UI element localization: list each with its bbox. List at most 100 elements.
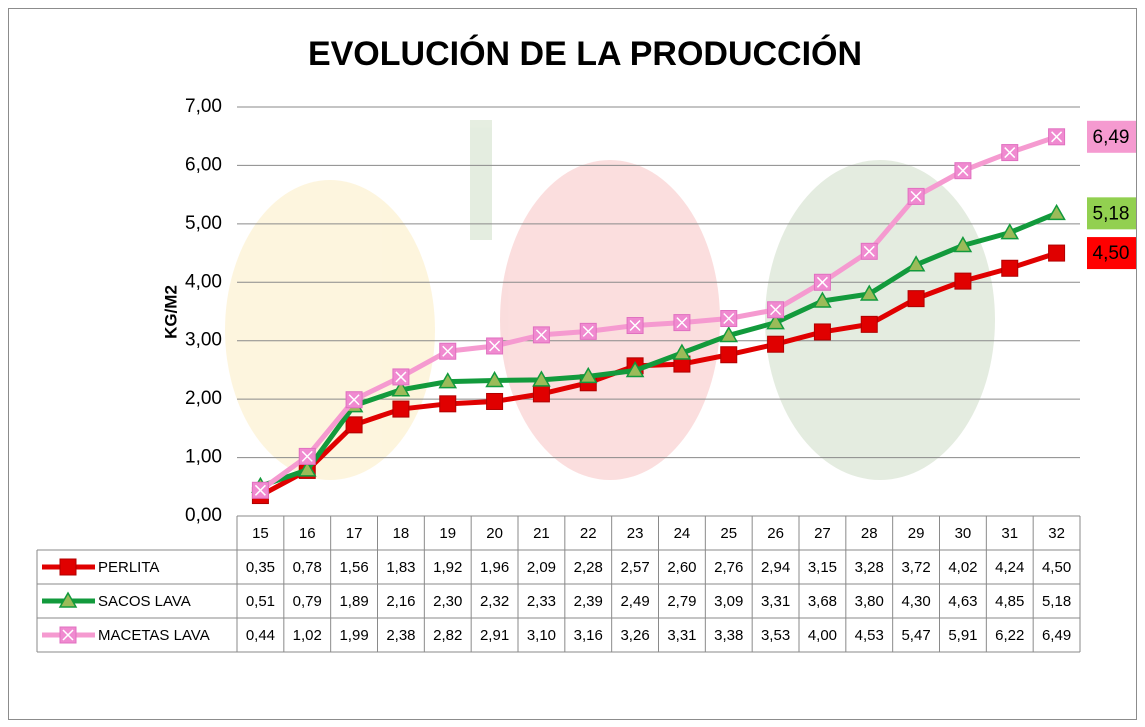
table-value: 2,32 <box>480 593 509 610</box>
marker-cross <box>62 629 74 641</box>
table-value: 2,94 <box>761 559 790 576</box>
data-point <box>391 380 411 397</box>
data-point <box>906 255 926 272</box>
table-value: 2,09 <box>527 559 556 576</box>
table-value: 1,92 <box>433 559 462 576</box>
table-value: 2,49 <box>620 593 649 610</box>
marker-cross <box>723 312 735 325</box>
marker-cross <box>1004 147 1016 159</box>
table-value: 6,22 <box>995 627 1024 644</box>
data-point <box>719 325 739 343</box>
x-tick-label: 22 <box>580 525 597 542</box>
table-value: 1,89 <box>339 593 368 610</box>
x-tick-label: 17 <box>346 525 363 542</box>
data-point <box>485 370 504 388</box>
table-value: 6,49 <box>1042 627 1071 644</box>
y-tick-label: 2,00 <box>185 388 222 409</box>
series-line <box>259 211 1058 489</box>
table-value: 4,02 <box>948 559 977 576</box>
x-tick-label: 28 <box>861 525 878 542</box>
marker-cross <box>582 325 594 337</box>
end-label: 6,49 <box>1093 127 1130 148</box>
data-point <box>1047 203 1066 221</box>
data-point <box>954 272 972 290</box>
chart-title: EVOLUCIÓN DE LA PRODUCCIÓN <box>308 35 862 73</box>
table-value: 3,26 <box>620 627 649 644</box>
marker-cross <box>816 276 828 288</box>
table-value: 4,53 <box>855 627 884 644</box>
marker-cross <box>395 371 407 383</box>
legend-marker <box>58 591 78 608</box>
table-value: 5,18 <box>1042 593 1071 610</box>
x-tick-label: 29 <box>908 525 925 542</box>
table-value: 1,96 <box>480 559 509 576</box>
x-tick-label: 16 <box>299 525 316 542</box>
table-value: 2,57 <box>620 559 649 576</box>
table-value: 3,68 <box>808 593 837 610</box>
data-point <box>766 313 785 330</box>
table-value: 2,33 <box>527 593 556 610</box>
data-point <box>486 392 504 410</box>
table-value: 2,38 <box>386 627 415 644</box>
table-value: 2,28 <box>574 559 603 576</box>
table-value: 4,24 <box>995 559 1024 576</box>
y-tick-label: 5,00 <box>185 213 222 234</box>
legend-label: PERLITA <box>98 559 159 576</box>
table-value: 0,44 <box>246 627 275 644</box>
data-point <box>438 372 458 389</box>
x-tick-label: 30 <box>955 525 972 542</box>
table-value: 2,76 <box>714 559 743 576</box>
table-value: 2,60 <box>667 559 696 576</box>
table-value: 3,28 <box>855 559 884 576</box>
marker-cross <box>910 190 922 202</box>
table-value: 0,79 <box>293 593 322 610</box>
y-tick-label: 6,00 <box>185 154 222 175</box>
data-point <box>345 416 363 434</box>
marker-cross <box>1051 131 1063 143</box>
x-tick-label: 24 <box>674 525 691 542</box>
data-point <box>297 460 317 477</box>
x-tick-label: 21 <box>533 525 550 542</box>
table-value: 4,30 <box>901 593 930 610</box>
table-value: 3,16 <box>574 627 603 644</box>
y-tick-label: 7,00 <box>185 96 222 117</box>
data-point <box>813 323 831 341</box>
table-value: 0,78 <box>293 559 322 576</box>
table-value: 3,09 <box>714 593 743 610</box>
legend-marker <box>59 558 77 576</box>
marker-cross <box>676 317 688 329</box>
x-tick-label: 23 <box>627 525 644 542</box>
table-value: 1,99 <box>339 627 368 644</box>
y-tick-label: 0,00 <box>185 505 222 526</box>
y-tick-label: 1,00 <box>185 447 222 468</box>
data-point <box>859 284 879 301</box>
marker-cross <box>770 304 782 316</box>
data-point <box>953 235 973 253</box>
marker-cross <box>489 340 501 352</box>
table-value: 2,79 <box>667 593 696 610</box>
data-point <box>672 343 692 360</box>
table-value: 4,00 <box>808 627 837 644</box>
table-value: 4,50 <box>1042 559 1071 576</box>
marker-cross <box>301 450 313 462</box>
end-label-box <box>1087 237 1136 270</box>
end-label: 5,18 <box>1093 203 1130 224</box>
marker-cross <box>348 394 360 406</box>
table-value: 3,72 <box>901 559 930 576</box>
data-point <box>532 370 551 387</box>
table-value: 3,10 <box>527 627 556 644</box>
x-tick-label: 32 <box>1048 525 1065 542</box>
table-value: 3,38 <box>714 627 743 644</box>
table-value: 3,80 <box>855 593 884 610</box>
table-value: 5,91 <box>948 627 977 644</box>
x-tick-label: 20 <box>486 525 503 542</box>
table-value: 3,15 <box>808 559 837 576</box>
data-point <box>1000 223 1020 240</box>
x-tick-label: 19 <box>439 525 456 542</box>
table-value: 4,85 <box>995 593 1024 610</box>
table-value: 2,82 <box>433 627 462 644</box>
data-point <box>392 400 410 418</box>
x-tick-label: 18 <box>393 525 410 542</box>
